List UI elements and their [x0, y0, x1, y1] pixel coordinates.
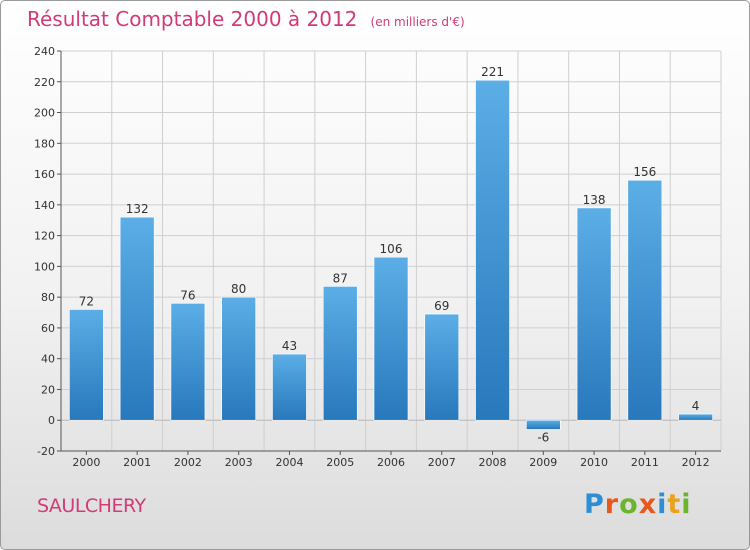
bar-2004: [272, 353, 307, 421]
data-label-2010: 138: [583, 193, 606, 207]
y-tick-label: 120: [34, 230, 55, 243]
data-label-2003: 80: [231, 282, 246, 296]
data-label-2012: 4: [692, 399, 700, 413]
chart-title-block: Résultat Comptable 2000 à 2012 (en milli…: [27, 7, 465, 31]
x-tick-label: 2009: [529, 456, 557, 469]
data-label-2005: 87: [333, 271, 348, 285]
x-tick-label: 2012: [682, 456, 710, 469]
logo-letter: x: [638, 489, 658, 520]
x-tick-label: 2002: [174, 456, 202, 469]
x-tick-label: 2005: [326, 456, 354, 469]
logo-letter: i: [681, 489, 692, 520]
data-labels: 72 132 76 80 43 87 106 69 221 -6 138 156 4: [79, 65, 700, 444]
bar-2000: [69, 309, 104, 421]
bar-2012: [678, 413, 713, 421]
chart-subtitle: (en milliers d'€): [370, 15, 465, 29]
y-tick-label: 100: [34, 260, 55, 273]
data-label-2004: 43: [282, 339, 297, 353]
data-label-2006: 106: [380, 242, 403, 256]
data-label-2011: 156: [633, 165, 656, 179]
x-tick-label: 2001: [123, 456, 151, 469]
y-tick-label: -20: [37, 445, 55, 458]
y-tick-label: 80: [41, 291, 55, 304]
x-tick-label: 2011: [631, 456, 659, 469]
y-tick-label: 220: [34, 76, 55, 89]
data-label-2001: 132: [126, 202, 149, 216]
y-tick-label: 0: [48, 414, 55, 427]
data-label-2000: 72: [79, 294, 94, 308]
bars: [69, 79, 713, 430]
y-tick-label: 180: [34, 137, 55, 150]
bar-2008: [475, 79, 510, 421]
logo-letter: t: [667, 489, 682, 520]
chart-title: Résultat Comptable 2000 à 2012: [27, 7, 358, 31]
data-label-2008: 221: [481, 65, 504, 79]
data-label-2002: 76: [180, 288, 195, 302]
bar-2001: [119, 216, 155, 421]
y-tick-label: 20: [41, 383, 55, 396]
data-label-2009: -6: [537, 430, 549, 444]
y-tick-label: 60: [41, 322, 55, 335]
bar-2003: [221, 296, 256, 421]
logo-letter: i: [657, 489, 668, 520]
y-tick-label: 160: [34, 168, 55, 181]
bar-2009: [526, 419, 561, 430]
x-tick-label: 2003: [225, 456, 253, 469]
bar-2005: [322, 286, 358, 421]
bar-2011: [627, 179, 663, 421]
data-label-2007: 69: [434, 299, 449, 313]
axes: -20 0 20 40 60 80 100 120 140 160 180 200 220 240 2000…: [34, 45, 721, 469]
bar-2002: [170, 303, 206, 421]
x-tick-label: 2000: [72, 456, 100, 469]
y-tick-label: 240: [34, 45, 55, 58]
x-tick-label: 2007: [428, 456, 456, 469]
y-tick-label: 40: [41, 353, 55, 366]
commune-name: SAULCHERY: [37, 495, 146, 517]
logo-letter: P: [584, 489, 605, 520]
x-tick-label: 2006: [377, 456, 405, 469]
logo-letter: r: [604, 489, 620, 520]
bar-2006: [373, 256, 409, 421]
logo-letter: o: [619, 489, 639, 520]
y-tick-label: 200: [34, 107, 55, 120]
bar-2010: [576, 207, 612, 421]
x-tick-label: 2010: [580, 456, 608, 469]
bar-2007: [424, 313, 460, 421]
proxiti-logo[interactable]: Proxiti: [584, 489, 692, 520]
x-tick-label: 2004: [275, 456, 303, 469]
x-tick-label: 2008: [479, 456, 507, 469]
y-tick-label: 140: [34, 199, 55, 212]
